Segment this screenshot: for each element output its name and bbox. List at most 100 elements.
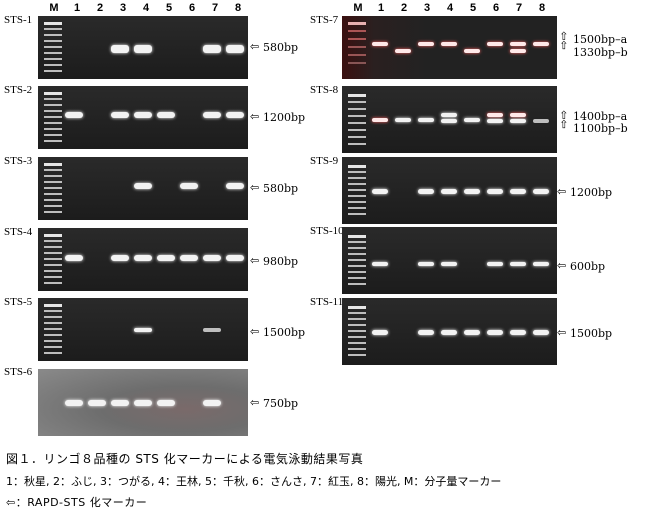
panel-label: STS-3	[4, 155, 33, 167]
dna-band	[111, 112, 129, 118]
dna-band	[418, 262, 434, 266]
dna-band	[134, 255, 152, 261]
gel-sts-6	[38, 369, 248, 436]
dna-band	[372, 330, 388, 335]
lane-label: 6	[188, 2, 196, 14]
band-size-label: 1200bp	[570, 186, 613, 199]
figure-caption-arrow-note: ⇦：RAPD-STS 化マーカー	[6, 496, 148, 509]
arrow-icon: ⇦	[250, 110, 260, 123]
arrow-icon: ⇦	[557, 185, 567, 198]
dna-band	[441, 189, 457, 194]
dna-band	[441, 42, 457, 46]
lane-label: 1	[377, 2, 385, 14]
dna-band	[203, 400, 221, 406]
figure-caption-legend: 1：秋星, 2：ふじ, 3：つがる, 4：王林, 5：千秋, 6：さんさ, 7：…	[6, 475, 502, 488]
dna-band	[418, 42, 434, 46]
arrow-icon: ⇦	[557, 259, 567, 272]
dna-band	[372, 189, 388, 194]
arrow-icon: ⇦⇦	[557, 110, 571, 129]
dna-band	[372, 118, 388, 122]
lane-label: M	[49, 2, 59, 14]
dna-band	[395, 118, 411, 122]
lane-label: 1	[73, 2, 81, 14]
dna-band	[226, 45, 244, 53]
dna-band	[418, 189, 434, 194]
dna-band	[134, 45, 152, 53]
band-size-label-a: 1400bp–a	[573, 110, 628, 123]
lane-label: 4	[446, 2, 454, 14]
band-size-label: 1500bp	[570, 327, 613, 340]
dna-band	[487, 119, 503, 123]
dna-band	[88, 400, 106, 406]
lane-label: 7	[211, 2, 219, 14]
arrow-icon: ⇦⇦	[557, 31, 571, 50]
panel-label: STS-1	[4, 14, 33, 26]
dna-band	[203, 112, 221, 118]
dna-band	[510, 49, 526, 53]
dna-band	[510, 262, 526, 266]
dna-band	[203, 328, 221, 332]
dna-band	[65, 112, 83, 118]
gel-sts-1	[38, 16, 248, 79]
dna-band	[111, 45, 129, 53]
dna-band	[418, 330, 434, 335]
lane-label: 8	[234, 2, 242, 14]
gel-sts-11	[342, 298, 557, 365]
lane-label: 2	[400, 2, 408, 14]
dna-band	[134, 400, 152, 406]
band-size-label-b: 1100bp–b	[573, 122, 628, 135]
dna-band	[441, 262, 457, 266]
dna-band	[487, 330, 503, 335]
dna-band	[487, 189, 503, 194]
dna-band	[372, 262, 388, 266]
dna-band	[487, 113, 503, 117]
dna-band	[533, 330, 549, 335]
dna-band	[533, 262, 549, 266]
gel-sts-10	[342, 227, 557, 294]
dna-band	[226, 112, 244, 118]
gel-sts-8	[342, 86, 557, 153]
gel-sts-7	[342, 16, 557, 79]
band-size-label: 1500bp	[263, 326, 306, 339]
dna-band	[157, 112, 175, 118]
dna-band	[180, 255, 198, 261]
arrow-icon: ⇦	[250, 325, 260, 338]
dna-band	[510, 113, 526, 117]
dna-band	[372, 42, 388, 46]
panel-label: STS-5	[4, 296, 33, 308]
panel-label: STS-9	[310, 155, 339, 167]
dna-band	[111, 255, 129, 261]
lane-label: 8	[538, 2, 546, 14]
arrow-icon: ⇦	[250, 396, 260, 409]
dna-band	[464, 49, 480, 53]
lane-label: M	[353, 2, 363, 14]
gel-sts-3	[38, 157, 248, 220]
panel-label: STS-7	[310, 14, 339, 26]
dna-band	[157, 400, 175, 406]
dna-band	[65, 255, 83, 261]
band-size-label: 750bp	[263, 397, 299, 410]
dna-band	[226, 255, 244, 261]
band-size-label: 1200bp	[263, 111, 306, 124]
dna-band	[487, 42, 503, 46]
band-size-label: 980bp	[263, 255, 299, 268]
dna-band	[395, 49, 411, 53]
dna-band	[134, 112, 152, 118]
dna-band	[533, 42, 549, 46]
gel-sts-5	[38, 298, 248, 361]
lane-label: 5	[469, 2, 477, 14]
lane-label: 3	[119, 2, 127, 14]
dna-band	[441, 330, 457, 335]
lane-label: 5	[165, 2, 173, 14]
dna-band	[464, 189, 480, 194]
dna-band	[510, 189, 526, 194]
dna-band	[203, 45, 221, 53]
dna-band	[441, 113, 457, 117]
dna-band	[510, 42, 526, 46]
panel-label: STS-4	[4, 226, 33, 238]
band-size-label: 600bp	[570, 260, 606, 273]
panel-label: STS-6	[4, 366, 33, 378]
band-size-label-a: 1500bp–a	[573, 33, 628, 46]
dna-band	[533, 189, 549, 194]
dna-band	[134, 183, 152, 189]
